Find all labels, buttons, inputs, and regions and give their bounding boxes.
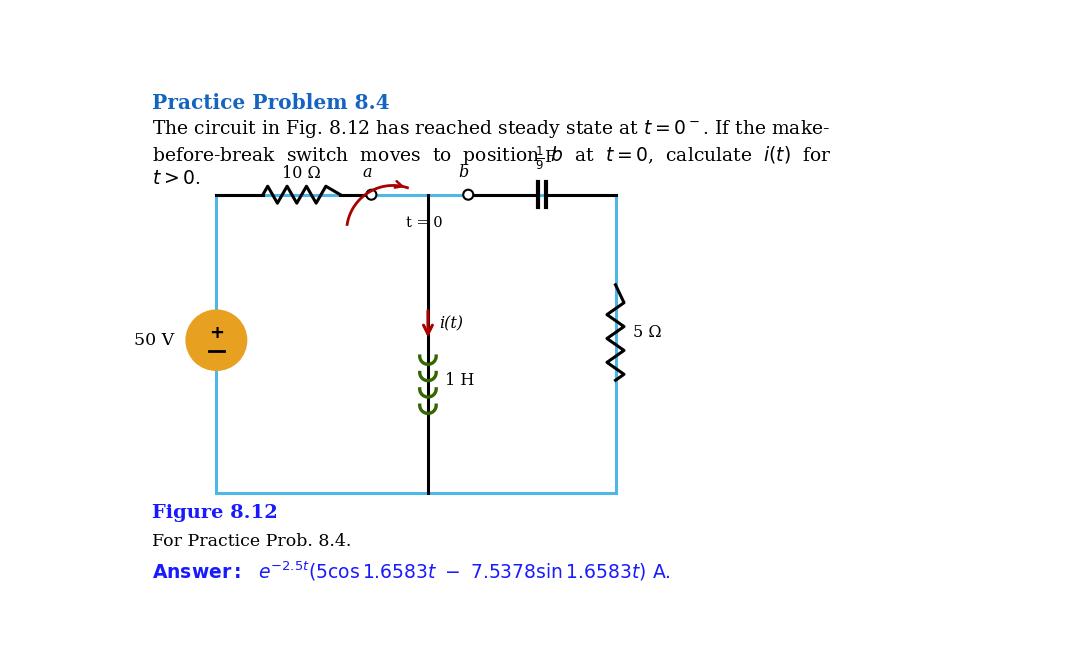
Text: Practice Problem 8.4: Practice Problem 8.4 (152, 93, 390, 113)
Text: before-break  switch  moves  to  position  $b$  at  $t = 0$,  calculate  $i(t)$ : before-break switch moves to position $b… (152, 144, 832, 167)
Text: $t > 0$.: $t > 0$. (152, 170, 201, 188)
Circle shape (366, 189, 377, 200)
Text: For Practice Prob. 8.4.: For Practice Prob. 8.4. (152, 533, 351, 550)
Text: a: a (362, 164, 372, 181)
Text: i(t): i(t) (438, 315, 463, 333)
Text: $\frac{1}{9}$F: $\frac{1}{9}$F (535, 144, 557, 172)
Text: $\mathbf{Answer:}$  $e^{-2.5t}(5\cos 1.6583t\ -\ 7.5378\sin 1.6583t)\ \mathrm{A}: $\mathbf{Answer:}$ $e^{-2.5t}(5\cos 1.65… (152, 560, 671, 583)
Text: 1 H: 1 H (445, 372, 474, 389)
Circle shape (463, 189, 473, 200)
Text: 50 V: 50 V (134, 332, 174, 348)
Text: Figure 8.12: Figure 8.12 (152, 504, 278, 522)
Text: t = 0: t = 0 (406, 216, 443, 230)
Text: 5 Ω: 5 Ω (633, 324, 661, 341)
Text: b: b (459, 164, 469, 181)
Text: +: + (208, 323, 224, 341)
Text: 10 Ω: 10 Ω (282, 164, 321, 182)
Circle shape (187, 311, 246, 370)
Text: The circuit in Fig. 8.12 has reached steady state at $t = 0^-$. If the make-: The circuit in Fig. 8.12 has reached ste… (152, 117, 831, 140)
